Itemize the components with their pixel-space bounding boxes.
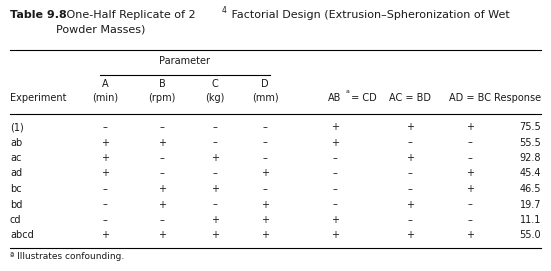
Text: –: – — [160, 122, 164, 132]
Text: (min): (min) — [92, 93, 118, 103]
Text: –: – — [160, 215, 164, 225]
Text: (1): (1) — [10, 122, 24, 132]
Text: ab: ab — [10, 137, 22, 147]
Text: bd: bd — [10, 199, 23, 209]
Text: Experiment: Experiment — [10, 93, 67, 103]
Text: Table 9.8: Table 9.8 — [10, 10, 67, 20]
Text: C: C — [212, 79, 218, 89]
Text: –: – — [160, 153, 164, 163]
Text: –: – — [408, 169, 413, 179]
Text: –: – — [213, 169, 218, 179]
Text: –: – — [213, 137, 218, 147]
Text: ad: ad — [10, 169, 22, 179]
Text: –: – — [102, 215, 107, 225]
Text: +: + — [261, 215, 269, 225]
Text: Parameter: Parameter — [159, 56, 210, 66]
Text: +: + — [331, 231, 339, 240]
Text: +: + — [466, 184, 474, 194]
Text: AD = BC: AD = BC — [449, 93, 491, 103]
Text: (kg): (kg) — [206, 93, 225, 103]
Text: 46.5: 46.5 — [520, 184, 541, 194]
Text: bc: bc — [10, 184, 21, 194]
Text: 19.7: 19.7 — [520, 199, 541, 209]
Text: 75.5: 75.5 — [519, 122, 541, 132]
Text: B: B — [159, 79, 165, 89]
Text: –: – — [333, 169, 337, 179]
Text: cd: cd — [10, 215, 21, 225]
Text: +: + — [331, 137, 339, 147]
Text: –: – — [408, 184, 413, 194]
Text: –: – — [333, 184, 337, 194]
Text: +: + — [211, 153, 219, 163]
Text: One-Half Replicate of 2: One-Half Replicate of 2 — [56, 10, 196, 20]
Text: 92.8: 92.8 — [520, 153, 541, 163]
Text: Powder Masses): Powder Masses) — [56, 24, 145, 34]
Text: +: + — [466, 122, 474, 132]
Text: 11.1: 11.1 — [520, 215, 541, 225]
Text: +: + — [406, 199, 414, 209]
Text: 4: 4 — [222, 6, 227, 15]
Text: +: + — [101, 169, 109, 179]
Text: –: – — [468, 153, 472, 163]
Text: +: + — [101, 137, 109, 147]
Text: 55.5: 55.5 — [519, 137, 541, 147]
Text: +: + — [261, 231, 269, 240]
Text: –: – — [468, 215, 472, 225]
Text: +: + — [158, 137, 166, 147]
Text: +: + — [211, 184, 219, 194]
Text: +: + — [261, 199, 269, 209]
Text: (mm): (mm) — [252, 93, 278, 103]
Text: abcd: abcd — [10, 231, 34, 240]
Text: +: + — [101, 231, 109, 240]
Text: ac: ac — [10, 153, 21, 163]
Text: +: + — [466, 231, 474, 240]
Text: (rpm): (rpm) — [148, 93, 176, 103]
Text: +: + — [211, 231, 219, 240]
Text: –: – — [213, 199, 218, 209]
Text: AC = BD: AC = BD — [389, 93, 431, 103]
Text: –: – — [160, 169, 164, 179]
Text: –: – — [102, 122, 107, 132]
Text: +: + — [331, 122, 339, 132]
Text: Factorial Design (Extrusion–Spheronization of Wet: Factorial Design (Extrusion–Spheronizati… — [228, 10, 510, 20]
Text: –: – — [263, 153, 267, 163]
Text: –: – — [102, 199, 107, 209]
Text: +: + — [406, 153, 414, 163]
Text: ª Illustrates confounding.: ª Illustrates confounding. — [10, 252, 124, 261]
Text: –: – — [263, 137, 267, 147]
Text: –: – — [102, 184, 107, 194]
Text: +: + — [466, 169, 474, 179]
Text: +: + — [158, 199, 166, 209]
Text: –: – — [333, 153, 337, 163]
Text: –: – — [333, 199, 337, 209]
Text: –: – — [468, 199, 472, 209]
Text: –: – — [263, 184, 267, 194]
Text: A: A — [102, 79, 109, 89]
Text: +: + — [101, 153, 109, 163]
Text: = CD: = CD — [348, 93, 377, 103]
Text: –: – — [408, 215, 413, 225]
Text: +: + — [261, 169, 269, 179]
Text: AB: AB — [328, 93, 342, 103]
Text: +: + — [331, 215, 339, 225]
Text: +: + — [158, 231, 166, 240]
Text: D: D — [261, 79, 269, 89]
Text: –: – — [468, 137, 472, 147]
Text: 55.0: 55.0 — [520, 231, 541, 240]
Text: Response: Response — [494, 93, 541, 103]
Text: +: + — [158, 184, 166, 194]
Text: +: + — [211, 215, 219, 225]
Text: a: a — [346, 89, 350, 94]
Text: +: + — [406, 231, 414, 240]
Text: –: – — [408, 137, 413, 147]
Text: +: + — [406, 122, 414, 132]
Text: 45.4: 45.4 — [520, 169, 541, 179]
Text: –: – — [213, 122, 218, 132]
Text: –: – — [263, 122, 267, 132]
